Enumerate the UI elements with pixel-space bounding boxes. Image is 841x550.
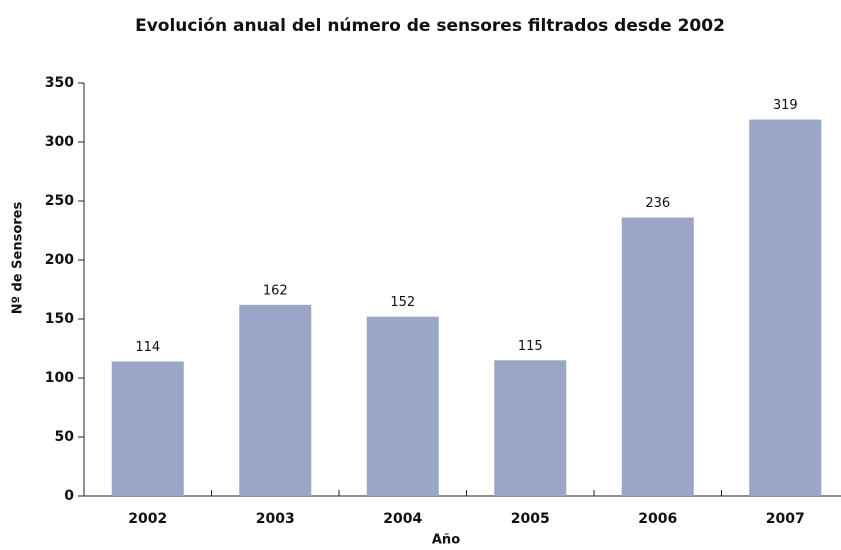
bar — [749, 119, 822, 496]
bar — [494, 360, 567, 496]
value-label: 236 — [645, 196, 670, 211]
value-label: 115 — [518, 339, 543, 354]
y-tick-label: 300 — [45, 134, 74, 150]
x-tick-label: 2004 — [383, 511, 422, 527]
y-axis-label: Nº de Sensores — [11, 202, 26, 315]
value-label: 114 — [135, 340, 160, 355]
y-tick-label: 200 — [45, 252, 74, 268]
value-label: 162 — [263, 283, 288, 298]
bar — [621, 217, 694, 496]
x-tick-label: 2006 — [638, 511, 677, 527]
y-tick-label: 50 — [55, 429, 75, 445]
x-tick-label: 2005 — [511, 511, 550, 527]
chart-title: Evolución anual del número de sensores f… — [135, 16, 725, 36]
y-tick-label: 250 — [45, 193, 74, 209]
bar — [111, 361, 184, 496]
bar — [239, 304, 312, 496]
bar — [366, 316, 439, 496]
y-tick-label: 350 — [45, 75, 74, 91]
y-tick-label: 0 — [64, 488, 74, 504]
x-tick-label: 2002 — [128, 511, 167, 527]
x-tick-label: 2007 — [766, 511, 805, 527]
y-tick-label: 100 — [45, 370, 74, 386]
y-tick-label: 150 — [45, 311, 74, 327]
value-label: 152 — [390, 295, 415, 310]
value-label: 319 — [773, 98, 798, 113]
x-axis-label: Año — [432, 533, 460, 548]
x-tick-label: 2003 — [256, 511, 295, 527]
